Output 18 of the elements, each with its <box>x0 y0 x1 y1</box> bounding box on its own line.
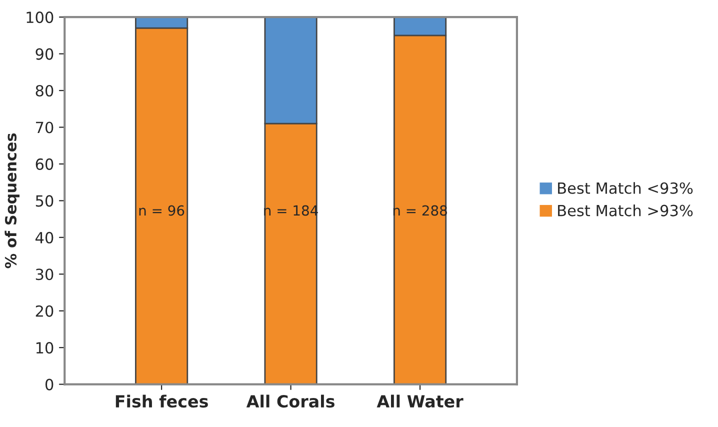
y-tick-label: 10 <box>36 342 54 354</box>
y-tick-label: 70 <box>36 122 54 134</box>
y-tick-label: 0 <box>45 378 54 390</box>
legend-label: Best Match <93% <box>558 182 693 194</box>
y-tick-label: 90 <box>36 48 54 60</box>
y-tick-label: 80 <box>36 84 54 97</box>
legend-label: Best Match >93% <box>558 204 693 216</box>
y-tick-label: 20 <box>36 305 54 317</box>
y-tick-label: 50 <box>36 195 54 207</box>
y-axis-title: % of Sequences <box>4 133 20 268</box>
y-tick-label: 30 <box>36 268 54 280</box>
x-tick-label: Fish feces <box>116 394 208 408</box>
y-tick-label: 100 <box>26 12 54 24</box>
y-tick-label: 40 <box>36 232 54 244</box>
annotation: n = 96 <box>139 205 184 216</box>
y-tick-label: 60 <box>36 158 54 170</box>
x-tick-label: All Corals <box>246 394 334 408</box>
x-tick-label: All Water <box>376 394 464 408</box>
